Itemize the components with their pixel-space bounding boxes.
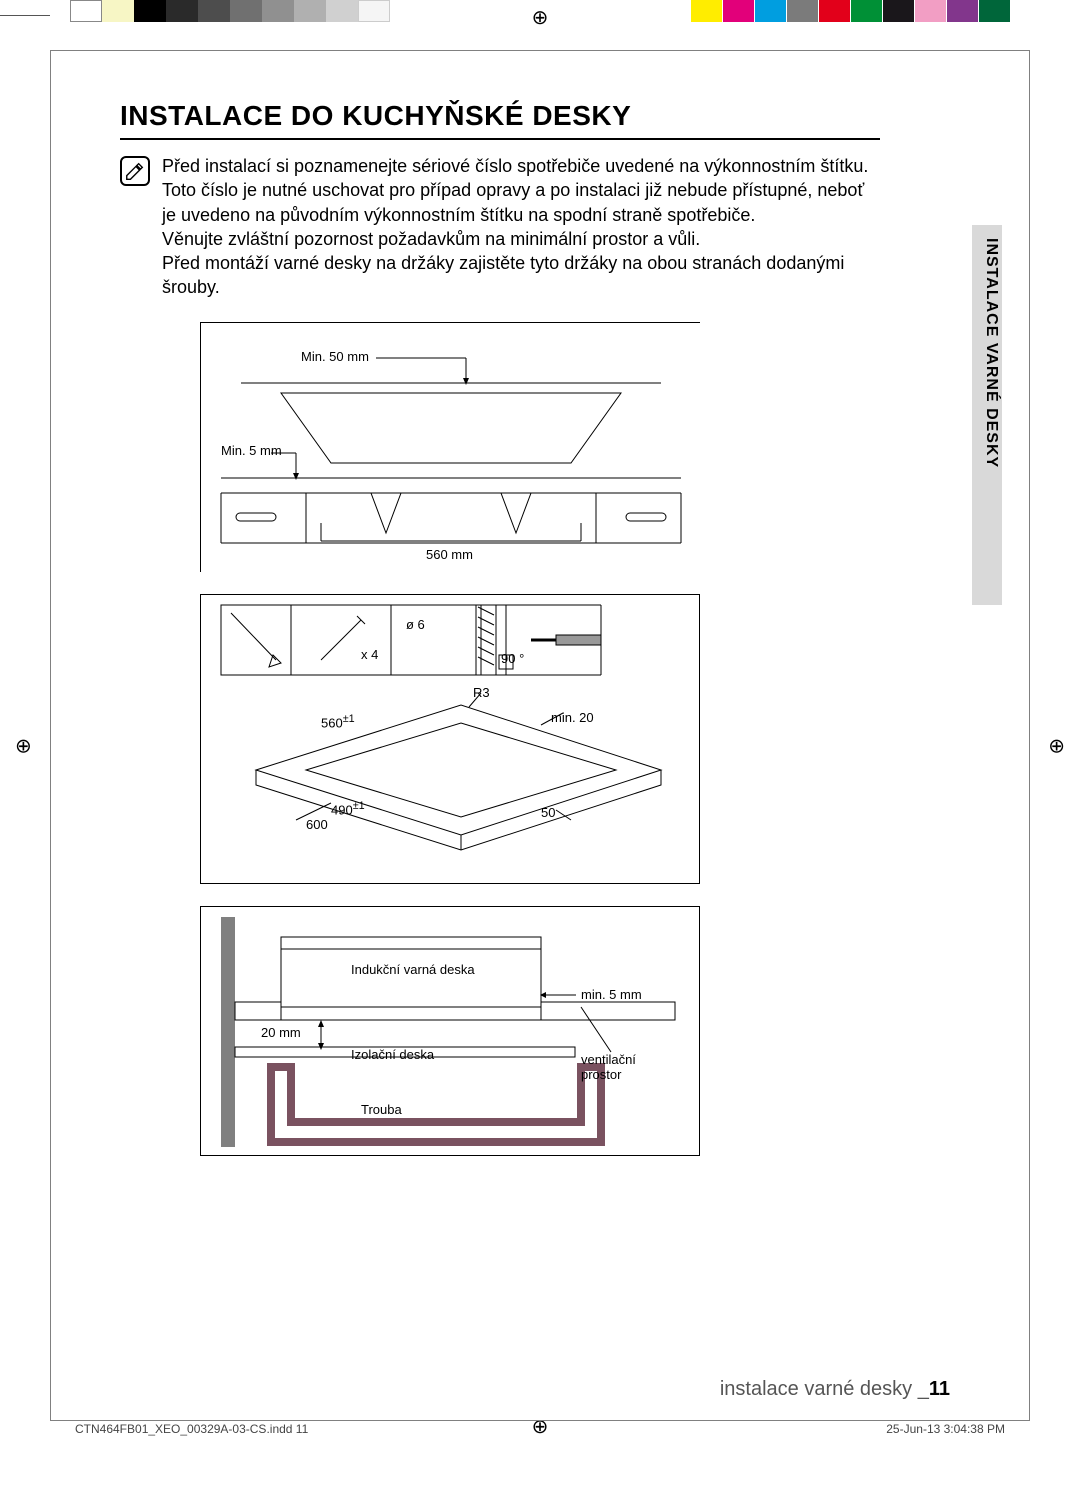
dim-label: 20 mm (261, 1025, 301, 1040)
dim-label: min. 5 mm (581, 987, 642, 1002)
dim-label: x 4 (361, 647, 378, 662)
dim-label: ø 6 (406, 617, 425, 632)
imprint-date: 25-Jun-13 3:04:38 PM (886, 1422, 1005, 1436)
dim-label: Min. 50 mm (301, 349, 369, 364)
dim-label: Min. 5 mm (221, 443, 282, 458)
dim-label: 560±1 (321, 713, 355, 730)
dim-label: 50 (541, 805, 555, 820)
paragraph: Před montáží varné desky na držáky zajis… (162, 253, 844, 297)
note-icon (120, 156, 150, 186)
dim-label: 600 (306, 817, 328, 832)
imprint-bar: CTN464FB01_XEO_00329A-03-CS.indd 11 25-J… (75, 1422, 1005, 1436)
dim-label: 560 mm (426, 547, 473, 562)
color-bar-right (690, 0, 1010, 22)
dim-label: 90 ° (501, 651, 524, 666)
dim-label: ventilační prostor (581, 1052, 661, 1082)
paragraph: Toto číslo je nutné uschovat pro případ … (162, 180, 864, 224)
intro-text: Před instalací si poznamenejte sériové č… (162, 154, 880, 300)
dim-label: 490±1 (331, 800, 365, 817)
crop-mark (0, 15, 50, 16)
dim-label: Indukční varná deska (351, 962, 475, 977)
footer-label: instalace varné desky _ (720, 1378, 929, 1400)
registration-mark-icon: ⊕ (15, 733, 32, 758)
dim-label: min. 20 (551, 710, 594, 725)
diagram-section: Indukční varná deska min. 5 mm 20 mm Izo… (200, 906, 700, 1156)
color-bar-left (70, 0, 390, 22)
dim-label: R3 (473, 685, 490, 700)
side-tab-label: INSTALACE VARNÉ DESKY (982, 238, 1000, 468)
footer-page: 11 (929, 1378, 950, 1400)
registration-mark-icon: ⊕ (532, 5, 549, 30)
paragraph: Před instalací si poznamenejte sériové č… (162, 156, 868, 176)
page-heading: INSTALACE DO KUCHYŇSKÉ DESKY (120, 100, 880, 140)
diagram-cutout: ø 6 x 4 90 ° R3 560±1 min. 20 490±1 600 … (200, 594, 700, 884)
dim-label: Izolační deska (351, 1047, 434, 1062)
registration-mark-icon: ⊕ (1048, 733, 1065, 758)
footer: instalace varné desky _11 (720, 1378, 950, 1401)
diagram-clearance: Min. 50 mm Min. 5 mm 560 mm (200, 322, 700, 572)
imprint-file: CTN464FB01_XEO_00329A-03-CS.indd 11 (75, 1422, 308, 1436)
dim-label: Trouba (361, 1102, 402, 1117)
paragraph: Věnujte zvláštní pozornost požadavkům na… (162, 229, 700, 249)
